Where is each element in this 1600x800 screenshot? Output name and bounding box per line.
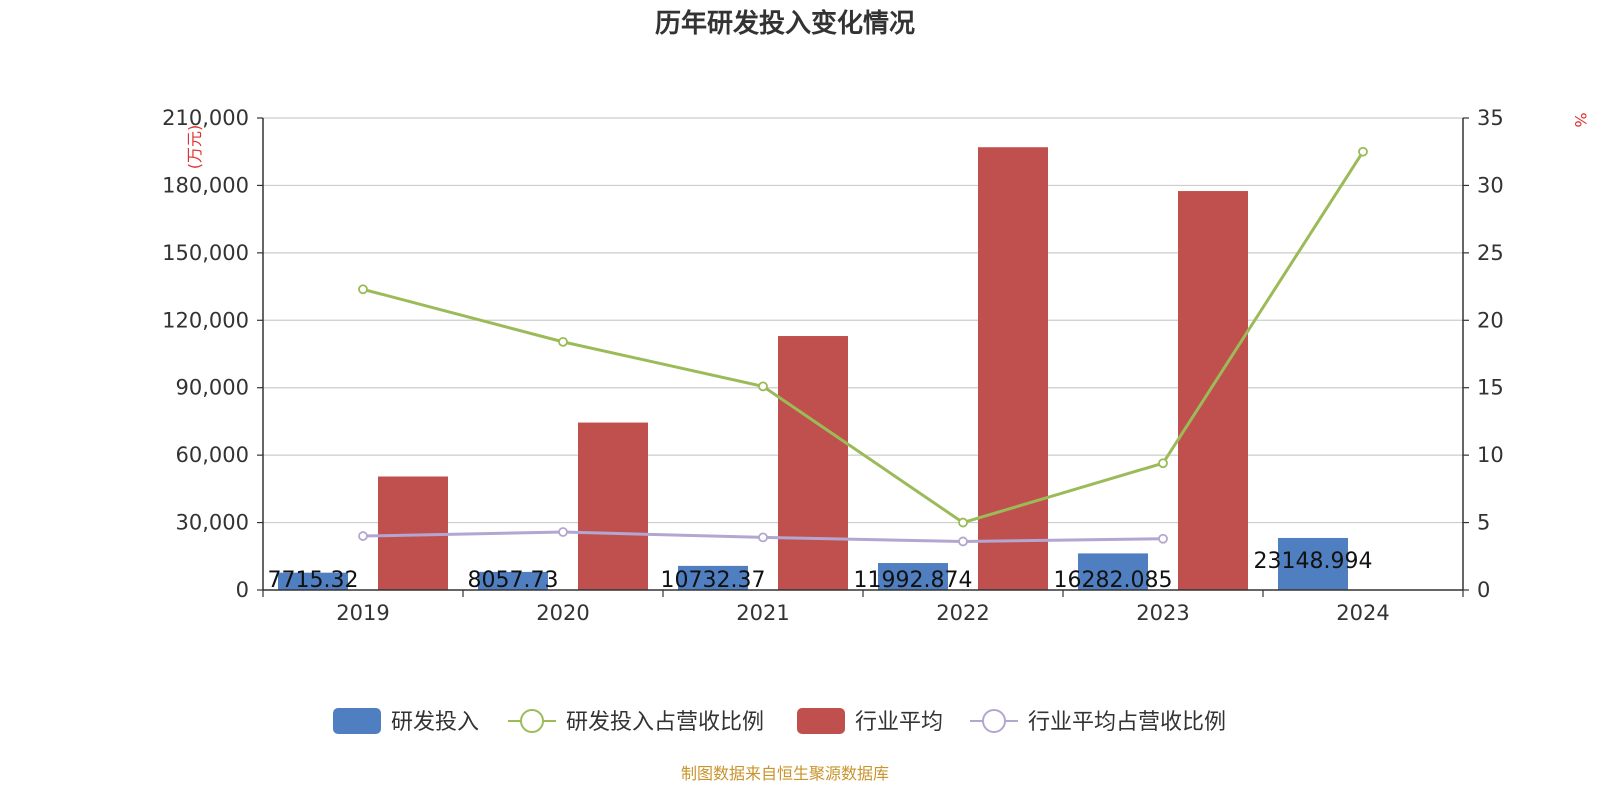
line-point <box>558 336 568 347</box>
line-point <box>1158 458 1168 469</box>
legend-item[interactable]: 研发投入占营收比例 <box>508 709 764 735</box>
data-label: 8057.73 <box>468 568 559 593</box>
line-point <box>358 531 368 541</box>
y-right-tick-label: 20 <box>1477 308 1504 332</box>
chart-title: 历年研发投入变化情况 <box>655 8 915 39</box>
y-right-tick-label: 5 <box>1477 511 1490 535</box>
data-label: 23148.994 <box>1254 549 1373 574</box>
bar-rd-2023 <box>1078 553 1148 590</box>
data-label: 7715.32 <box>268 568 359 593</box>
x-tick-label: 2021 <box>736 601 789 625</box>
line-point <box>958 517 968 528</box>
data-labels: 7715.32 8057.73 10732.37 11992.874 16282.085… <box>268 549 1373 593</box>
y-right-tick-label: 0 <box>1477 578 1490 602</box>
grid-lines <box>263 117 1463 524</box>
legend-swatch <box>333 708 381 734</box>
axes: 0 0 30,000 5 60,000 10 90,000 15 120,000 20 150,00… <box>162 106 1504 625</box>
y-left-tick-label: 0 <box>236 578 249 602</box>
y-left-tick-label: 210,000 <box>162 106 249 130</box>
line-point <box>958 536 968 547</box>
legend-item[interactable]: 行业平均 <box>797 708 943 735</box>
legend-item[interactable]: 研发投入 <box>333 708 479 735</box>
x-tick-label: 2019 <box>336 601 389 625</box>
y-left-tick-label: 120,000 <box>162 308 249 332</box>
y-left-tick-label: 30,000 <box>176 511 249 535</box>
bar-industry-2022 <box>978 147 1048 590</box>
legend-label: 行业平均 <box>855 710 943 735</box>
bar-industry-2020 <box>578 422 648 590</box>
y-right-tick-label: 25 <box>1477 241 1504 265</box>
bar-industry-2023 <box>1178 191 1248 591</box>
bar-rd-2019 <box>278 572 348 590</box>
lines <box>358 146 1368 547</box>
legend-swatch <box>797 708 845 734</box>
x-tick-label: 2024 <box>1336 601 1389 625</box>
y-left-tick-label: 60,000 <box>176 443 249 467</box>
line-point <box>558 527 568 537</box>
data-label: 16282.085 <box>1054 568 1173 593</box>
legend-label: 研发投入占营收比例 <box>566 710 764 735</box>
legend-item[interactable]: 行业平均占营收比例 <box>970 709 1226 735</box>
line-point <box>1158 533 1168 544</box>
y-left-tick-label: 150,000 <box>162 241 249 265</box>
line-point <box>758 381 768 392</box>
y-right-tick-label: 15 <box>1477 376 1504 400</box>
x-tick-label: 2022 <box>936 601 989 625</box>
bar-rd-2021 <box>678 565 748 590</box>
data-label: 10732.37 <box>661 568 766 593</box>
bar-industry-2021 <box>778 336 848 590</box>
legend-label: 行业平均占营收比例 <box>1028 710 1226 735</box>
legend-label: 研发投入 <box>391 710 479 735</box>
x-tick-label: 2023 <box>1136 601 1189 625</box>
bars <box>278 147 1348 591</box>
y-right-tick-label: 10 <box>1477 443 1504 467</box>
x-tick-label: 2020 <box>536 601 589 625</box>
legend-swatch-marker <box>982 709 1006 733</box>
bar-rd-2024 <box>1278 537 1348 590</box>
line-point <box>1358 146 1368 157</box>
bar-rd-2020 <box>478 571 548 590</box>
right-axis-unit: % <box>1571 112 1590 127</box>
line-point <box>758 532 768 543</box>
legend[interactable]: 研发投入 研发投入占营收比例 行业平均 行业平均占营收比例 <box>333 708 1226 735</box>
y-left-tick-label: 90,000 <box>176 376 249 400</box>
y-left-tick-label: 180,000 <box>162 173 249 197</box>
line-point <box>358 284 368 295</box>
source-note: 制图数据来自恒生聚源数据库 <box>681 764 889 783</box>
left-axis-unit: (万元) <box>185 125 204 170</box>
y-right-tick-label: 35 <box>1477 106 1504 130</box>
data-label: 11992.874 <box>854 568 973 593</box>
y-right-tick-label: 30 <box>1477 173 1504 197</box>
bar-rd-2022 <box>878 563 948 590</box>
legend-swatch-marker <box>520 709 544 733</box>
series-line <box>362 150 1365 525</box>
